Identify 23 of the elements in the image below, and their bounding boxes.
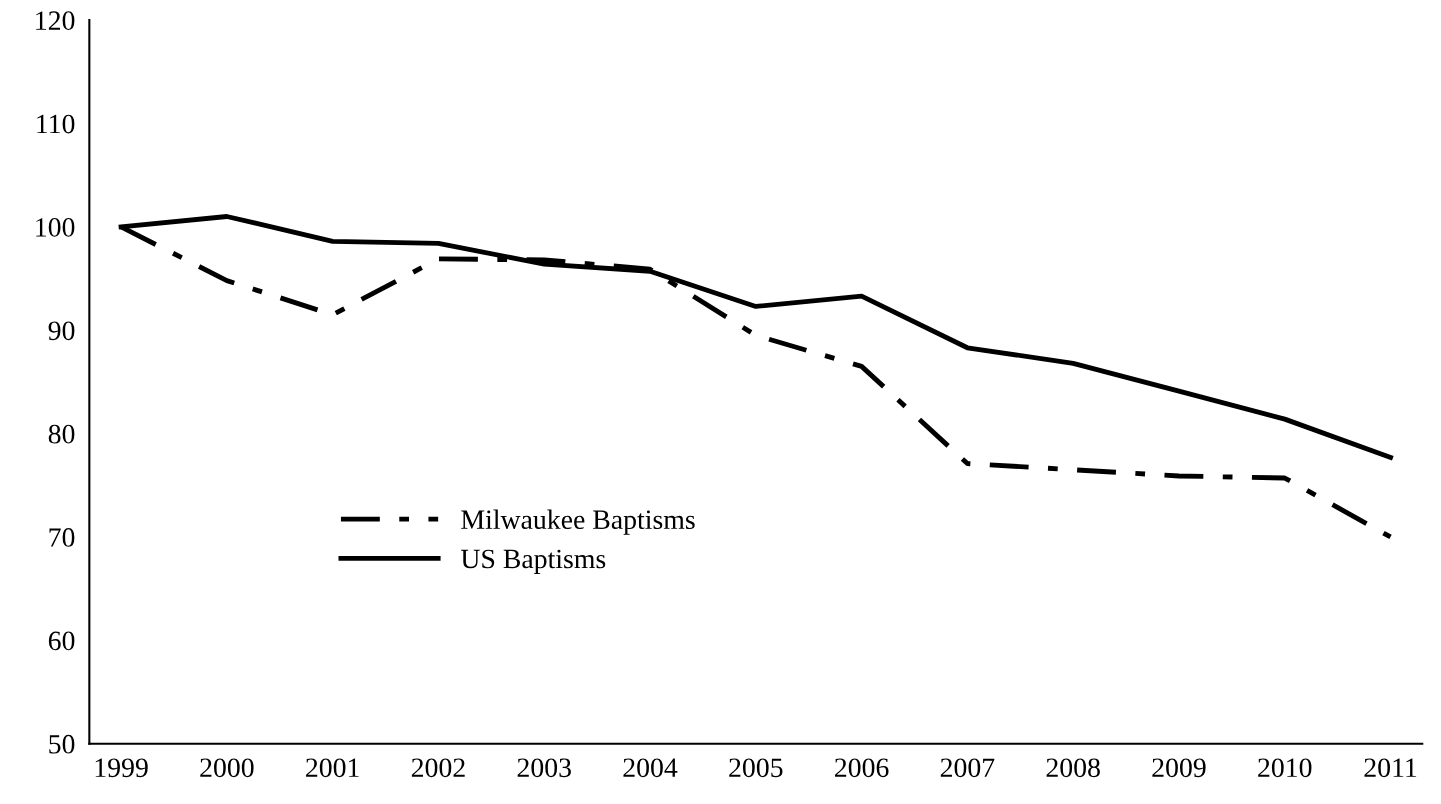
x-tick-label: 2008	[1046, 758, 1100, 778]
y-tick-label: 90	[48, 321, 75, 341]
y-tick-label: 70	[49, 528, 75, 547]
y-tick-label: 60	[48, 631, 75, 651]
legend-label: Milwaukee Baptisms	[461, 509, 695, 535]
x-tick-label: 2009	[1152, 758, 1206, 778]
y-tick-label: 50	[49, 734, 75, 754]
x-tick-label: 2010	[1258, 758, 1312, 778]
x-tick-label: 2007	[940, 758, 995, 778]
x-tick-label: 2002	[411, 758, 465, 778]
y-tick-label: 80	[48, 424, 75, 444]
y-tick-label: 100	[36, 218, 75, 237]
y-tick-label: 120	[36, 11, 75, 31]
y-tick-label: 110	[37, 114, 75, 134]
x-tick-label: 2001	[306, 758, 359, 778]
x-tick-label: 2004	[623, 758, 678, 778]
x-tick-label: 2006	[835, 758, 889, 778]
x-tick-label: 1999	[95, 758, 148, 778]
x-tick-label: 2005	[729, 758, 783, 778]
x-tick-label: 2011	[1364, 758, 1417, 778]
x-tick-label: 2003	[517, 758, 571, 778]
x-tick-label: 2000	[200, 758, 254, 778]
legend-label: US Baptisms	[460, 549, 606, 574]
